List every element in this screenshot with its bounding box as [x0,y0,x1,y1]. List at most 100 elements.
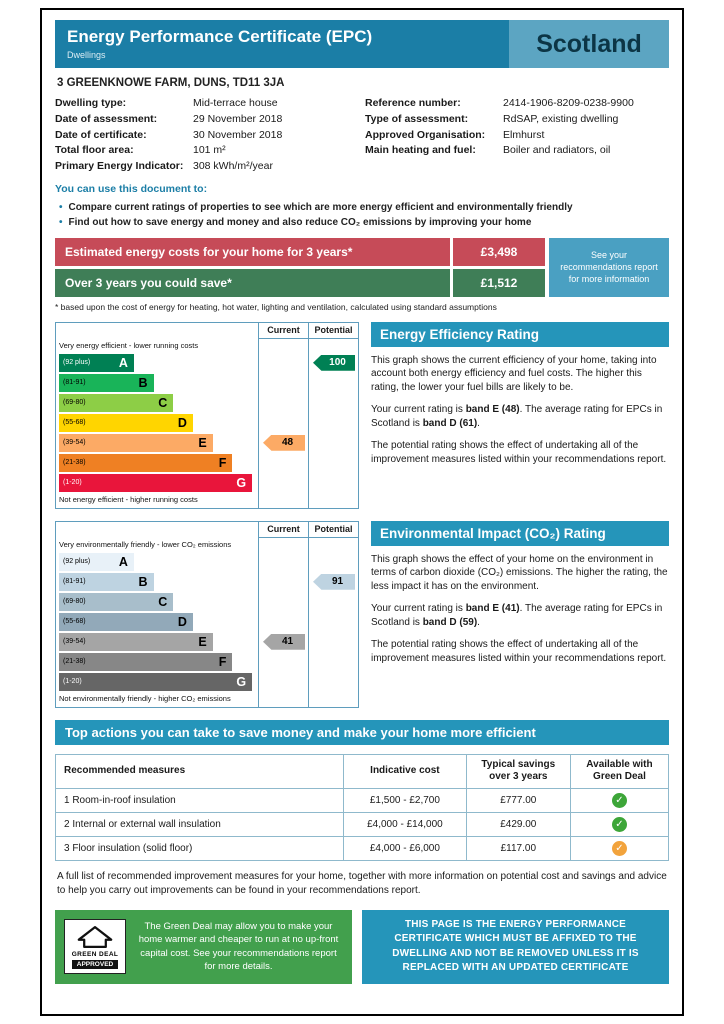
dwelling-details: Dwelling type: Mid-terrace house Date of … [55,96,669,175]
col-header-green-deal: Available with Green Deal [569,753,670,789]
page-frame: Energy Performance Certificate (EPC) Dwe… [40,8,684,1016]
co2-rating-para1: This graph shows the effect of your home… [371,553,668,592]
band-row-c: (69-80) C [59,592,256,612]
detail-row: Primary Energy Indicator: 308 kWh/m²/year [55,159,359,175]
measure-row: 3 Floor insulation (solid floor) £4,000 … [54,835,670,861]
band-row-a: (92 plus) A [59,353,256,373]
usage-bullet: • Compare current ratings of properties t… [55,200,669,215]
band-row-b: (81-91) B [59,572,256,592]
detail-value: 308 kWh/m²/year [193,160,273,172]
measure-cost: £4,000 - £14,000 [343,811,467,837]
chart-bands-area: Very environmentally friendly - lower CO… [56,538,258,707]
measures-footnote: A full list of recommended improvement m… [57,870,667,896]
bullet-icon: • [59,216,63,228]
band-row-e: (39-54) E [59,632,256,652]
chart-bands-area: Very energy efficient - lower running co… [56,339,258,508]
measure-cost: £4,000 - £6,000 [343,835,467,861]
band-letter: E [198,634,207,649]
detail-row: Reference number: 2414-1906-8209-0238-990… [365,96,669,112]
band-row-d: (55-68) D [59,612,256,632]
chart-top-label: Very energy efficient - lower running co… [59,340,199,350]
band-row-d: (55-68) D [59,413,256,433]
chart-potential-column: 100 [308,338,358,508]
band-letter: E [198,435,207,450]
measure-green-deal-cell: ✓ [569,835,670,861]
measure-savings: £117.00 [465,835,571,861]
band-row-a: (92 plus) A [59,552,256,572]
potential-rating-marker: 91 [313,573,355,590]
region-box: Scotland [509,20,669,68]
detail-value: Mid-terrace house [193,97,278,109]
band-range: (21-38) [63,658,86,666]
col-header-measures: Recommended measures [54,753,345,789]
rating-text-segment: . The average rating for EPCs in Scotlan… [371,404,663,429]
detail-row: Date of assessment: 29 November 2018 [55,112,359,128]
usage-heading: You can use this document to: [55,182,208,195]
detail-label: Type of assessment: [365,112,469,125]
measure-name: 3 Floor insulation (solid floor) [54,835,345,861]
page-title: Energy Performance Certificate (EPC) [67,27,373,46]
band-row-f: (21-38) F [59,453,256,473]
chart-current-column: 48 [258,338,308,508]
col-header-cost: Indicative cost [343,753,467,789]
band-row-e: (39-54) E [59,433,256,453]
energy-rating-para1: This graph shows the current efficiency … [371,354,657,393]
chart-potential-header: Potential [308,521,358,538]
green-deal-text: The Green Deal may allow you to make you… [138,921,339,973]
detail-label: Total floor area: [55,144,134,157]
band-letter: C [158,594,168,609]
estimated-costs-row: Estimated energy costs for your home for… [55,237,545,266]
band-letter: G [236,674,247,689]
region-label: Scotland [536,29,642,58]
band-letter: A [118,355,128,370]
detail-row: Total floor area: 101 m² [55,143,359,159]
detail-label: Main heating and fuel: [365,144,476,157]
energy-rating-para2: Your current rating is band E (48). The … [371,403,669,430]
chart-potential-column: 91 [308,537,358,707]
energy-rating-chart: Current Potential Very energy efficient … [55,321,359,509]
top-actions-heading: Top actions you can take to save money a… [55,719,669,745]
bottom-row: GREEN DEAL APPROVED The Green Deal may a… [55,909,669,984]
detail-label: Primary Energy Indicator: [55,160,184,172]
bullet-icon: • [59,201,63,213]
band-letter: A [118,554,128,569]
current-rating-marker: 41 [263,633,305,650]
details-left-column: Dwelling type: Mid-terrace house Date of … [55,96,359,175]
rating-text-segment: Your current rating is [371,603,466,615]
energy-rating-para3: The potential rating shows the effect of… [371,440,667,465]
measure-name: 1 Room-in-roof insulation [54,787,345,813]
detail-value: 29 November 2018 [193,112,283,125]
rating-text-segment: Your current rating is [371,404,466,416]
co2-rating-section: Current Potential Very environmentally f… [55,520,669,708]
energy-costs-summary: Estimated energy costs for your home for… [55,237,669,297]
band-list: (92 plus) A (81-91) B (69-80) C (55-68) D (39-54… [59,353,256,493]
energy-rating-heading: Energy Efficiency Rating [371,321,669,347]
band-range: (39-54) [63,638,86,646]
chart-top-label: Very environmentally friendly - lower CO… [59,539,232,549]
usage-bullet-text: Compare current ratings of properties to… [68,201,573,213]
measure-row: 1 Room-in-roof insulation £1,500 - £2,70… [54,787,670,813]
energy-rating-text: Energy Efficiency Rating This graph show… [371,321,669,509]
savings-value: £1,512 [453,268,545,297]
band-range: (39-54) [63,439,86,447]
detail-value: 2414-1906-8209-0238-9900 [503,97,634,109]
detail-value: 101 m² [193,144,226,157]
chart-head-spacer [56,323,258,339]
band-letter: D [177,614,187,629]
col-header-savings: Typical savings over 3 years [465,753,571,789]
detail-label: Approved Organisation: [365,128,486,141]
band-row-c: (69-80) C [59,393,256,413]
band-letter: F [218,455,227,470]
band-letter: B [138,375,148,390]
average-rating-value: band D (59) [422,616,478,628]
band-letter: F [218,654,227,669]
detail-label: Date of certificate: [55,128,147,141]
measure-green-deal-cell: ✓ [569,811,670,837]
band-range: (92 plus) [63,359,91,367]
chart-header-row: Current Potential [56,521,358,538]
green-deal-logo-text: GREEN DEAL [71,951,119,959]
detail-value: Boiler and radiators, oil [503,144,611,157]
measure-savings: £429.00 [465,811,571,837]
measure-cost: £1,500 - £2,700 [343,787,467,813]
chart-header-row: Current Potential [56,322,358,339]
